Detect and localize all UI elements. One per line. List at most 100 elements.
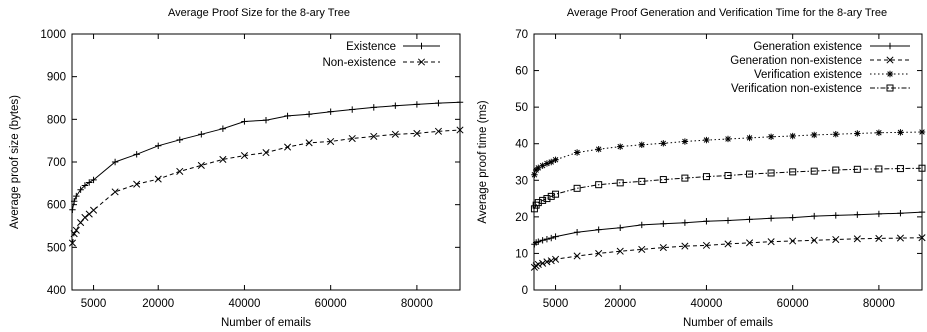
data-point [918,234,926,242]
x-tick-label: 80000 [401,298,433,310]
legend-marker [886,84,894,92]
data-point [413,129,421,137]
data-point [746,134,753,142]
data-point [548,158,555,166]
data-point [724,217,732,224]
data-point [154,175,162,183]
data-point [681,242,689,250]
data-point [573,149,581,156]
x-tick-label: 60000 [777,298,809,310]
data-point [284,112,291,120]
data-point [240,152,248,160]
legend-entry: Verification existence [754,69,910,81]
series-3 [531,128,926,178]
x-tick-label: 40000 [690,298,722,310]
data-point [681,174,689,182]
data-point [702,241,710,249]
data-point [789,132,796,140]
y-tick-label: 700 [47,157,66,169]
y-tick-label: 600 [47,200,66,212]
y-tick-label: 500 [47,242,66,254]
y-tick-label: 60 [515,66,528,78]
y-tick-label: 900 [47,72,66,84]
data-point [767,169,775,177]
data-point [90,176,97,184]
x-tick-label: 5000 [81,298,107,310]
data-point [638,245,646,253]
data-point [548,234,555,242]
legend-entry: Existence [346,41,440,53]
y-tick-label: 400 [47,285,66,297]
data-point [552,255,560,263]
y-tick-label: 800 [47,114,66,126]
y-tick-label: 40 [515,139,528,151]
data-point [535,164,542,172]
data-point [77,219,85,227]
data-point [896,165,904,173]
data-point [81,213,89,222]
data-point [219,155,227,163]
data-point [552,156,559,164]
series-line [71,129,461,244]
y-tick-label: 50 [515,102,528,114]
data-point [539,259,547,267]
x-axis-label: Number of emails [221,317,311,329]
data-point [832,131,839,138]
data-point [897,210,904,217]
data-point [918,164,926,172]
data-point [746,239,754,247]
data-point [197,161,205,169]
data-point [543,195,551,203]
data-point [811,212,818,220]
data-point [746,170,754,178]
chart-2: Average Proof Generation and Verificatio… [477,7,926,329]
data-point [552,190,560,198]
series-line [534,237,923,268]
data-point [681,138,689,145]
series-4 [530,164,926,213]
data-point [534,260,542,268]
data-point [539,196,547,204]
data-point [547,257,555,265]
data-point [456,126,464,134]
data-point [348,134,356,143]
data-point [219,125,227,132]
data-point [854,211,861,218]
data-point [392,102,399,109]
data-point [133,180,141,188]
data-point [918,128,926,136]
data-point [789,214,796,221]
data-point [111,188,119,196]
data-point [595,249,603,257]
data-point [176,136,183,144]
data-point [724,240,732,248]
data-point [305,111,313,118]
legend-marker [418,42,425,50]
data-point [789,237,797,245]
data-point [810,236,818,244]
legend-label: Verification existence [754,69,862,81]
data-point [262,116,270,124]
data-point [617,143,624,150]
data-point [875,234,883,242]
data-point [77,186,84,193]
y-axis-label: Average proof time (ms) [477,100,489,223]
legend-label: Existence [346,41,396,53]
series-2 [530,234,926,271]
data-point [724,135,732,143]
data-point [370,104,377,111]
data-point [70,198,78,205]
data-point [724,172,732,180]
data-point [660,220,667,228]
data-point [327,108,334,115]
data-point [543,235,551,243]
data-point [595,226,602,233]
data-point [702,173,710,181]
data-point [413,101,421,108]
legend-marker [417,58,426,66]
data-point [68,239,76,247]
legend-entry: Generation non-existence [730,55,910,67]
data-point [897,129,904,136]
data-point [70,230,78,238]
